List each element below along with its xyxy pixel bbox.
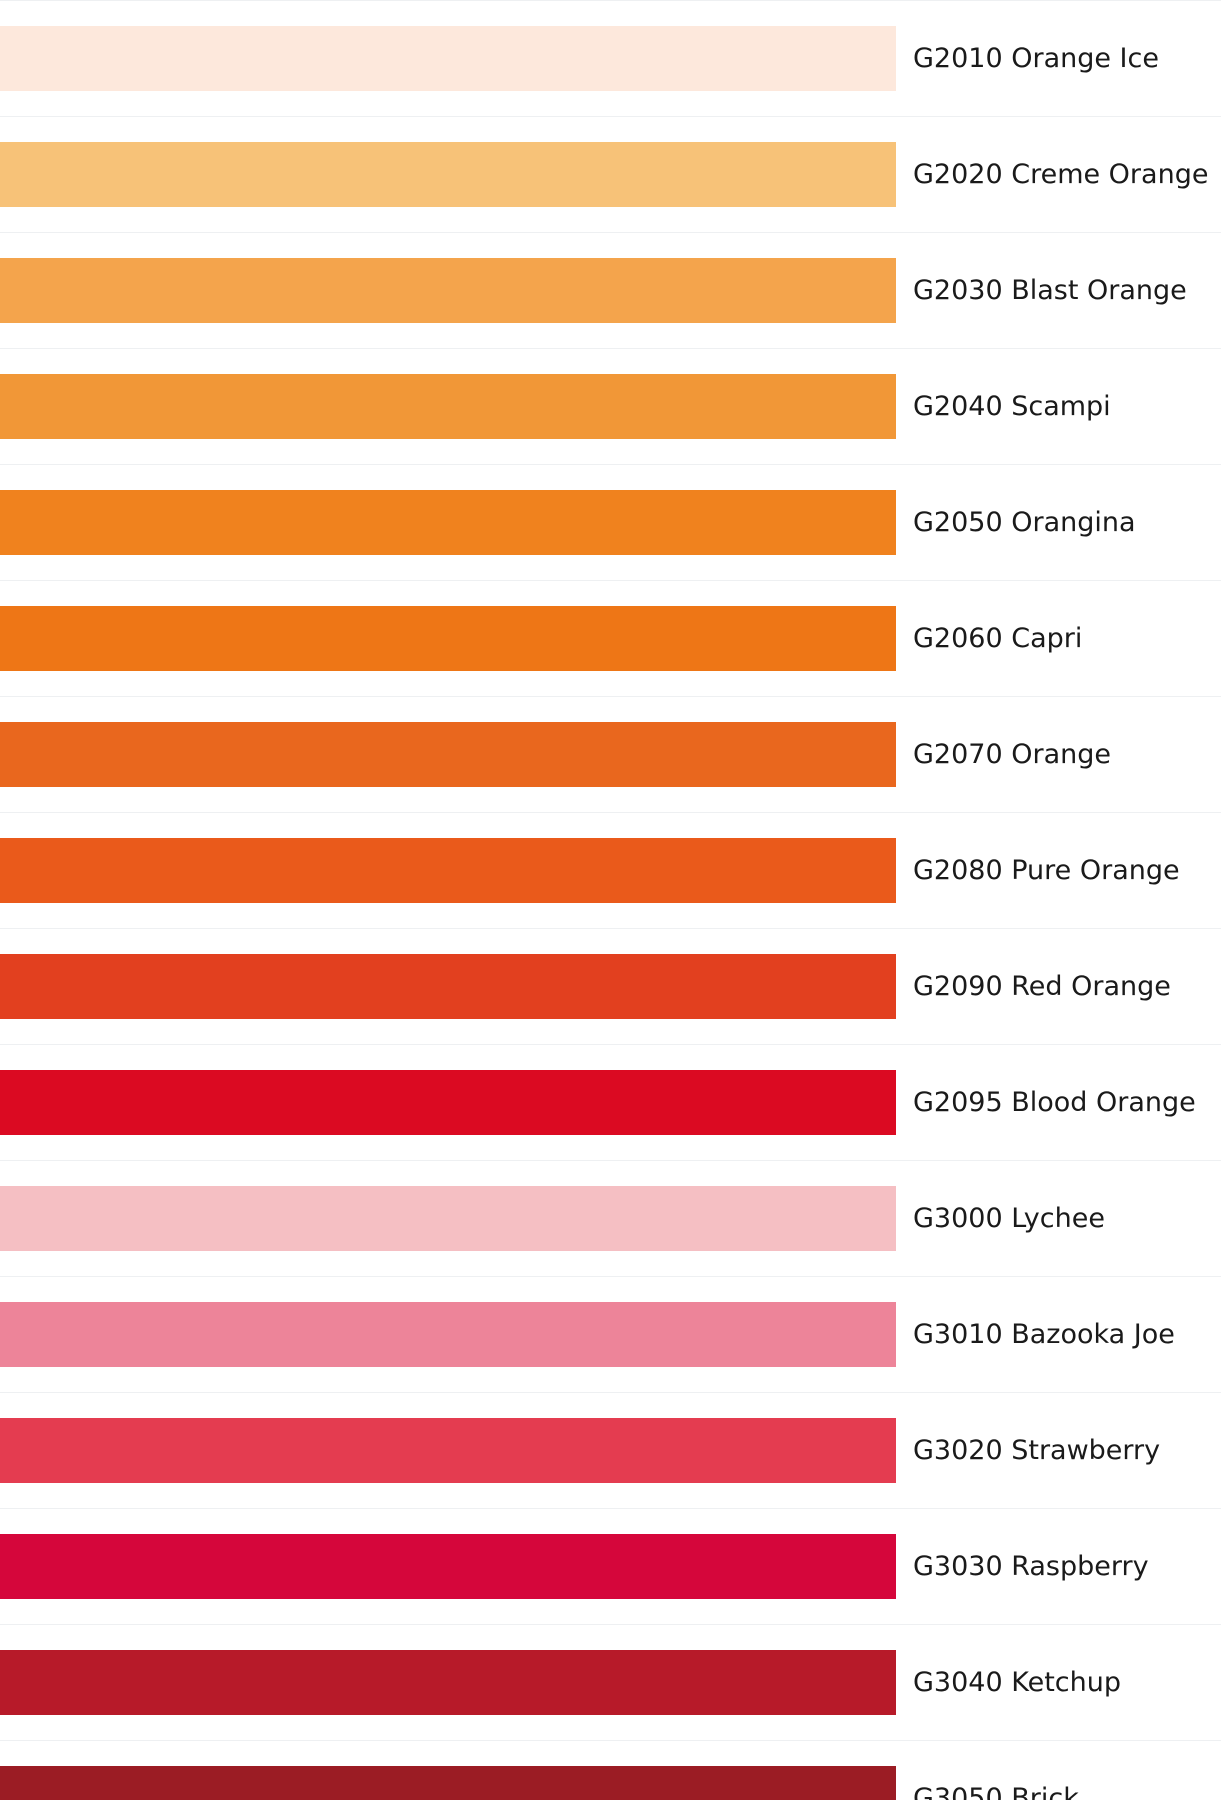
- swatch-row: G3030 Raspberry: [0, 1508, 1221, 1624]
- swatch-row: G2080 Pure Orange: [0, 812, 1221, 928]
- swatch-name: G2010 Orange Ice: [913, 43, 1159, 74]
- swatch-name: G2030 Blast Orange: [913, 275, 1187, 306]
- swatch-row: G2010 Orange Ice: [0, 0, 1221, 116]
- swatch-name: G2060 Capri: [913, 623, 1083, 654]
- swatch-row: G2070 Orange: [0, 696, 1221, 812]
- color-swatch: [0, 1302, 896, 1367]
- swatch-name: G3000 Lychee: [913, 1203, 1105, 1234]
- color-swatch: [0, 142, 896, 207]
- color-swatch: [0, 838, 896, 903]
- color-swatch: [0, 1766, 896, 1800]
- color-swatch: [0, 1070, 896, 1135]
- swatch-name: G2090 Red Orange: [913, 971, 1171, 1002]
- color-swatch: [0, 954, 896, 1019]
- color-swatch: [0, 258, 896, 323]
- swatch-row: G2095 Blood Orange: [0, 1044, 1221, 1160]
- swatch-row: G2050 Orangina: [0, 464, 1221, 580]
- swatch-row: G3050 Brick: [0, 1740, 1221, 1800]
- swatch-row: G2040 Scampi: [0, 348, 1221, 464]
- color-swatch: [0, 374, 896, 439]
- color-swatch: [0, 490, 896, 555]
- color-swatch: [0, 606, 896, 671]
- swatch-name: G2095 Blood Orange: [913, 1087, 1196, 1118]
- swatch-row: G3000 Lychee: [0, 1160, 1221, 1276]
- swatch-name: G2080 Pure Orange: [913, 855, 1180, 886]
- swatch-row: G2030 Blast Orange: [0, 232, 1221, 348]
- swatch-row: G2020 Creme Orange: [0, 116, 1221, 232]
- swatch-name: G2020 Creme Orange: [913, 159, 1209, 190]
- swatch-row: G2090 Red Orange: [0, 928, 1221, 1044]
- color-swatch: [0, 1186, 896, 1251]
- swatch-row: G3040 Ketchup: [0, 1624, 1221, 1740]
- swatch-name: G3020 Strawberry: [913, 1435, 1161, 1466]
- swatch-row: G3020 Strawberry: [0, 1392, 1221, 1508]
- color-swatch: [0, 1534, 896, 1599]
- swatch-name: G3040 Ketchup: [913, 1667, 1121, 1698]
- swatch-name: G2050 Orangina: [913, 507, 1136, 538]
- color-swatch: [0, 722, 896, 787]
- swatch-name: G2070 Orange: [913, 739, 1111, 770]
- swatch-row: G2060 Capri: [0, 580, 1221, 696]
- color-swatch: [0, 1650, 896, 1715]
- swatch-name: G3030 Raspberry: [913, 1551, 1149, 1582]
- swatch-name: G3010 Bazooka Joe: [913, 1319, 1175, 1350]
- color-swatch: [0, 1418, 896, 1483]
- swatch-name: G2040 Scampi: [913, 391, 1111, 422]
- swatch-name: G3050 Brick: [913, 1783, 1079, 1800]
- swatch-row: G3010 Bazooka Joe: [0, 1276, 1221, 1392]
- color-swatch: [0, 26, 896, 91]
